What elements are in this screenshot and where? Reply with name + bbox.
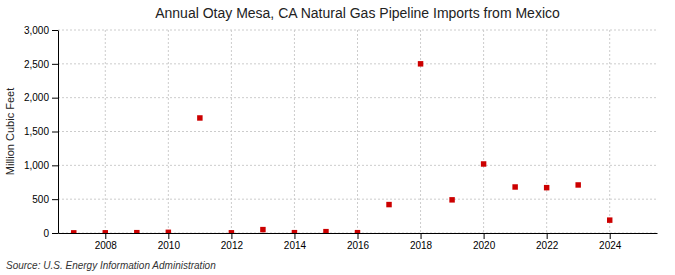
y-tick: 2,500 xyxy=(24,59,58,70)
x-tick-mark xyxy=(168,233,169,239)
x-tick: 2014 xyxy=(284,233,307,251)
y-tick: 3,000 xyxy=(24,25,58,36)
point xyxy=(229,230,234,233)
x-grid-line xyxy=(420,30,421,233)
point xyxy=(134,230,139,233)
y-tick-mark xyxy=(52,233,58,234)
point xyxy=(449,197,454,202)
point xyxy=(71,230,76,233)
x-grid-line xyxy=(168,30,169,233)
x-tick-label: 2010 xyxy=(158,240,181,251)
y-tick-mark xyxy=(52,132,58,133)
x-tick-mark xyxy=(421,233,422,239)
x-tick: 2018 xyxy=(410,233,433,251)
y-tick-label: 1,000 xyxy=(24,160,49,171)
y-tick-mark xyxy=(52,30,58,31)
y-axis-line xyxy=(58,31,59,234)
x-tick-label: 2022 xyxy=(536,240,559,251)
point xyxy=(292,230,297,233)
y-tick-label: 0 xyxy=(43,228,49,239)
point xyxy=(260,227,265,232)
x-tick-label: 2014 xyxy=(284,240,307,251)
x-grid-line xyxy=(357,30,358,233)
y-grid-line xyxy=(58,165,657,166)
x-tick: 2010 xyxy=(158,233,181,251)
point xyxy=(512,184,517,189)
y-tick: 1,500 xyxy=(24,126,58,137)
x-tick: 2022 xyxy=(536,233,559,251)
x-tick-mark xyxy=(294,233,295,239)
y-tick-label: 3,000 xyxy=(24,25,49,36)
x-tick-mark xyxy=(105,233,106,239)
x-grid-line xyxy=(231,30,232,233)
y-axis: 0 500 1,000 1,500 2,000 2,500 3,000 xyxy=(24,25,59,239)
point xyxy=(166,230,171,233)
point xyxy=(544,185,549,190)
x-tick-mark xyxy=(484,233,485,239)
y-tick-label: 2,500 xyxy=(24,59,49,70)
point xyxy=(607,217,612,222)
point xyxy=(481,161,486,166)
y-tick: 2,000 xyxy=(24,92,58,103)
x-tick-label: 2024 xyxy=(599,240,622,251)
source-note: Source: U.S. Energy Information Administ… xyxy=(6,260,216,271)
x-grid-line xyxy=(609,30,610,233)
y-tick-label: 1,500 xyxy=(24,126,49,137)
point xyxy=(575,182,580,187)
y-tick-label: 500 xyxy=(32,194,49,205)
x-tick: 2020 xyxy=(473,233,496,251)
y-tick-mark xyxy=(52,64,58,65)
point xyxy=(103,230,108,233)
chart: 2008 2010 2012 2014 2016 2018 2020 2022 2024 0 500… xyxy=(0,0,675,275)
x-tick: 2008 xyxy=(95,233,118,251)
point xyxy=(386,202,391,207)
x-tick: 2016 xyxy=(347,233,370,251)
x-tick-mark xyxy=(358,233,359,239)
point xyxy=(355,230,360,233)
y-tick-mark xyxy=(52,199,58,200)
x-tick-label: 2008 xyxy=(95,240,118,251)
x-tick-label: 2016 xyxy=(347,240,370,251)
x-axis: 2008 2010 2012 2014 2016 2018 2020 2022 2024 xyxy=(59,233,658,251)
plot-area: 2008 2010 2012 2014 2016 2018 2020 2022 2024 0 500… xyxy=(24,25,658,251)
y-tick: 1,000 xyxy=(24,160,58,171)
y-tick: 0 xyxy=(43,228,58,239)
x-grid-line xyxy=(546,30,547,233)
grid xyxy=(58,30,657,233)
points xyxy=(71,61,612,233)
x-tick-label: 2012 xyxy=(221,240,244,251)
x-tick-label: 2020 xyxy=(473,240,496,251)
title: Annual Otay Mesa, CA Natural Gas Pipelin… xyxy=(155,5,560,21)
point xyxy=(418,61,423,66)
point xyxy=(323,229,328,233)
y-tick-mark xyxy=(52,165,58,166)
x-tick-mark xyxy=(231,233,232,239)
x-grid-line xyxy=(483,30,484,233)
y-tick-mark xyxy=(52,98,58,99)
y-tick: 500 xyxy=(32,194,58,205)
point xyxy=(197,115,202,120)
y-tick-label: 2,000 xyxy=(24,92,49,103)
x-tick: 2012 xyxy=(221,233,244,251)
x-tick-mark xyxy=(610,233,611,239)
x-tick-label: 2018 xyxy=(410,240,433,251)
x-grid-line xyxy=(105,30,106,233)
y-axis-title: Million Cubic Feet xyxy=(4,88,16,175)
x-tick: 2024 xyxy=(599,233,622,251)
x-tick-mark xyxy=(547,233,548,239)
x-grid-line xyxy=(294,30,295,233)
